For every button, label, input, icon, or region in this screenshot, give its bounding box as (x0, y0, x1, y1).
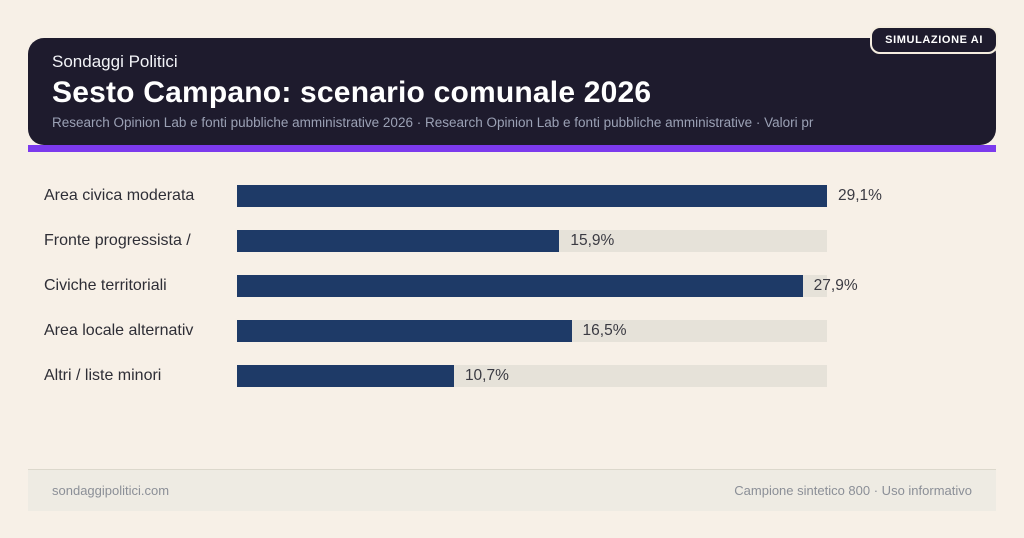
category-label: Area locale alternativ (44, 322, 194, 339)
bar-track: 27,9% (237, 275, 858, 297)
value-label: 15,9% (570, 232, 615, 249)
bar-row: Area locale alternativ 16,5% (44, 320, 827, 342)
value-label: 27,9% (813, 277, 858, 294)
page-subtitle: Research Opinion Lab e fonti pubbliche a… (52, 115, 814, 130)
footer-bar: sondaggipolitici.com Campione sintetico … (28, 469, 996, 511)
category-label: Fronte progressista / (44, 232, 191, 249)
bar-row: Area civica moderata 29,1% (44, 185, 882, 207)
poll-bar-chart: Area civica moderata 29,1% Fronte progress… (44, 185, 882, 410)
bar-track: 10,7% (237, 365, 827, 387)
page-title: Sesto Campano: scenario comunale 2026 (52, 76, 652, 109)
bar-track: 16,5% (237, 320, 827, 342)
category-label: Altri / liste minori (44, 367, 162, 384)
bar-fill (237, 365, 454, 387)
bar-track: 15,9% (237, 230, 827, 252)
bar-rows: Area civica moderata 29,1% Fronte progress… (44, 185, 882, 387)
bar-fill (237, 275, 803, 297)
footer-source: sondaggipolitici.com (52, 483, 170, 498)
bar-row: Fronte progressista / 15,9% (44, 230, 827, 252)
bar-fill (237, 230, 560, 252)
accent-strip (28, 145, 996, 152)
value-label: 16,5% (582, 322, 627, 339)
footer-disclaimer: Campione sintetico 800 · Uso informativo (734, 483, 972, 498)
site-kicker: Sondaggi Politici (52, 52, 178, 71)
simulazione-ai-badge-label: SIMULAZIONE AI (885, 34, 983, 46)
value-label: 10,7% (464, 367, 509, 384)
header-card: Sondaggi Politici Sesto Campano: scenari… (28, 38, 996, 145)
value-label: 29,1% (838, 187, 882, 204)
simulazione-ai-badge: SIMULAZIONE AI (870, 26, 998, 54)
bar-row: Altri / liste minori 10,7% (44, 365, 827, 387)
category-label: Area civica moderata (44, 187, 195, 204)
bar-fill (237, 185, 827, 207)
bar-fill (237, 320, 572, 342)
bar-row: Civiche territoriali 27,9% (44, 275, 858, 297)
bar-track: 29,1% (237, 185, 882, 207)
category-label: Civiche territoriali (44, 277, 167, 294)
